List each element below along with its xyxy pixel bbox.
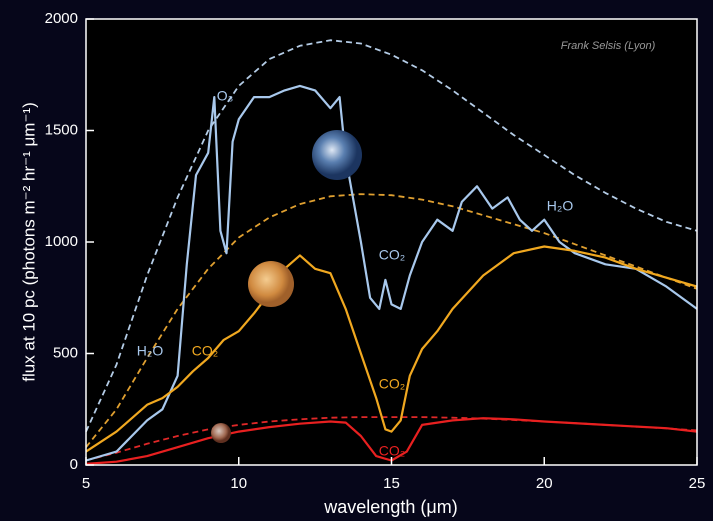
- annotation: CO₂: [192, 343, 218, 359]
- y-tick-label: 1500: [45, 121, 78, 138]
- x-tick-label: 10: [230, 475, 247, 492]
- y-axis-label: flux at 10 pc (photons m⁻² hr⁻¹ μm⁻¹): [19, 102, 38, 382]
- x-tick-label: 5: [82, 475, 90, 492]
- mars-image: [211, 423, 231, 443]
- annotation: CO₂: [379, 247, 405, 263]
- x-axis-label: wavelength (μm): [323, 497, 457, 517]
- annotation: H₂O: [547, 198, 574, 214]
- chart: wavelength (μm) flux at 10 pc (photons m…: [0, 0, 713, 521]
- x-tick-label: 15: [383, 475, 400, 492]
- y-tick-label: 0: [70, 456, 78, 473]
- y-tick-label: 1000: [45, 233, 78, 250]
- y-tick-label: 2000: [45, 10, 78, 27]
- annotation: H₂O: [137, 343, 164, 359]
- venus-image: [248, 261, 294, 307]
- annotation: Frank Selsis (Lyon): [561, 40, 656, 52]
- page: wavelength (μm) flux at 10 pc (photons m…: [0, 0, 713, 521]
- y-tick-label: 500: [53, 344, 78, 361]
- earth-image: [312, 130, 362, 180]
- annotation: O₃: [217, 88, 234, 104]
- plot-area: [86, 19, 697, 465]
- annotation: CO₂: [379, 443, 405, 459]
- x-tick-label: 20: [536, 475, 553, 492]
- annotation: CO₂: [379, 376, 405, 392]
- x-tick-label: 25: [689, 475, 706, 492]
